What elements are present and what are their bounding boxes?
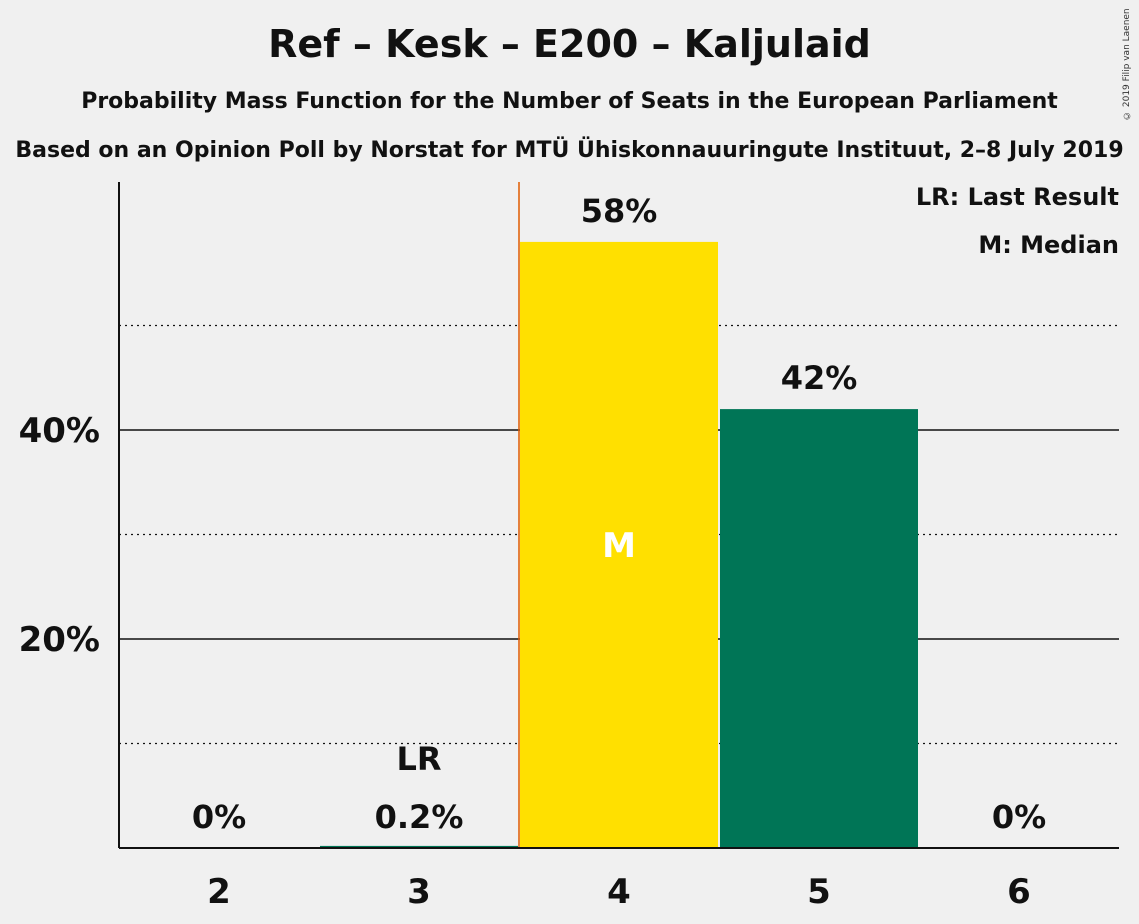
chart-source-line: Based on an Opinion Poll by Norstat for … <box>15 138 1124 163</box>
y-tick-label: 20% <box>19 620 100 660</box>
x-tick-label: 6 <box>1007 872 1031 912</box>
median-marker: M <box>602 526 636 566</box>
x-tick-label: 2 <box>207 872 231 912</box>
chart-title: Ref – Kesk – E200 – Kaljulaid <box>268 22 871 66</box>
legend-last-result: LR: Last Result <box>915 183 1119 211</box>
value-label: 0% <box>192 798 246 836</box>
value-label: 0.2% <box>375 798 464 836</box>
x-tick-label: 4 <box>607 872 631 912</box>
y-tick-label: 40% <box>19 411 100 451</box>
bar <box>320 845 518 848</box>
legend-median: M: Median <box>978 231 1119 259</box>
bar <box>720 409 918 848</box>
x-tick-label: 5 <box>807 872 831 912</box>
value-label: 58% <box>581 192 658 230</box>
x-tick-label: 3 <box>407 872 431 912</box>
bar <box>520 241 718 848</box>
value-label: 42% <box>781 359 858 397</box>
last-result-marker: LR <box>396 740 441 778</box>
value-label: 0% <box>992 798 1046 836</box>
chart-subtitle: Probability Mass Function for the Number… <box>81 89 1058 114</box>
